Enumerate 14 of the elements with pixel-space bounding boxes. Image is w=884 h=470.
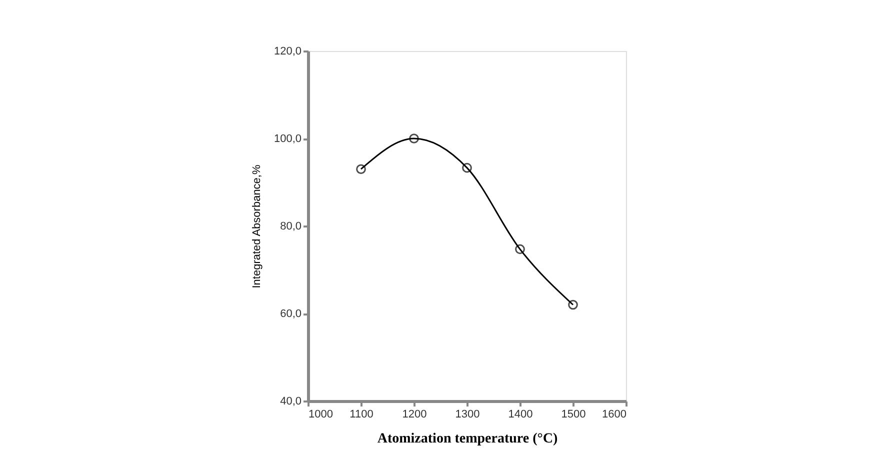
- x-tick-label: 1400: [508, 408, 533, 420]
- y-axis-title: Integrated Absorbance,%: [250, 164, 263, 288]
- x-tick-label: 1300: [455, 408, 480, 420]
- x-tick-label: 1500: [561, 408, 586, 420]
- x-tick-label: 1000: [308, 408, 333, 420]
- y-tick-label: 100,0: [274, 133, 302, 145]
- x-tick-label: 1600: [602, 408, 626, 420]
- x-tick-label: 1200: [402, 408, 427, 420]
- y-tick-label: 60,0: [280, 308, 302, 320]
- x-axis-title: Atomization temperature (°C): [377, 432, 558, 446]
- x-tick-label: 1100: [350, 408, 374, 420]
- y-tick-label: 120,0: [274, 46, 302, 58]
- y-tick-label: 80,0: [280, 220, 302, 232]
- y-tick-label: 40,0: [280, 396, 302, 408]
